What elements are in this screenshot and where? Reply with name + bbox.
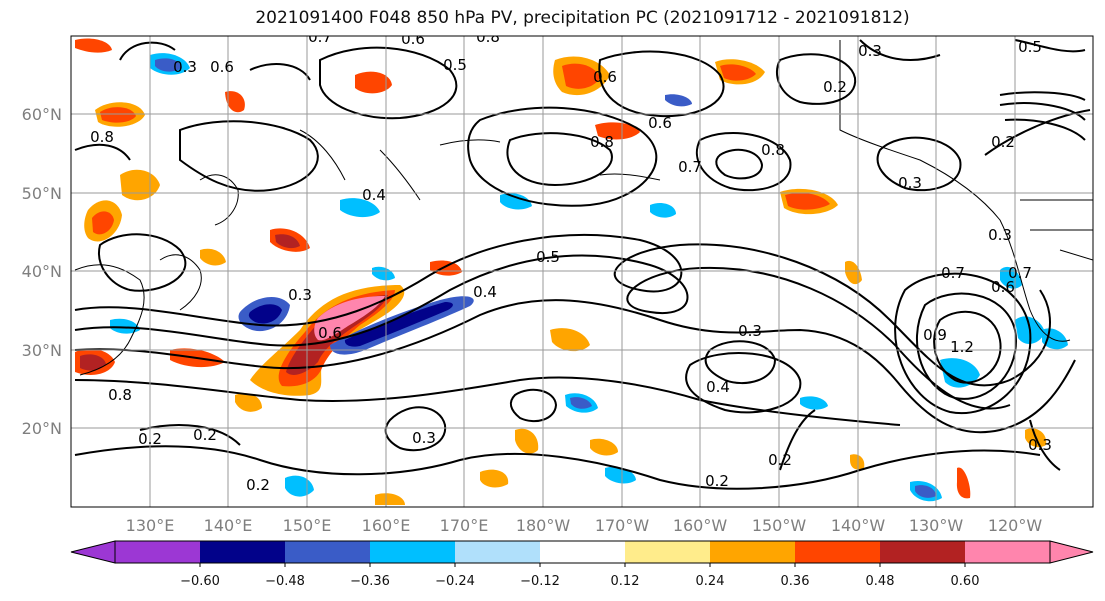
- contour-label: 0.8: [590, 133, 614, 151]
- contour-label: 0.5: [536, 248, 560, 266]
- lat-label: 40°N: [22, 262, 62, 281]
- colorbar-tick-label: 0.36: [781, 574, 810, 589]
- contour-label: 0.6: [318, 324, 342, 342]
- lon-label: 150°W: [752, 516, 807, 535]
- colorbar-tick-label: 0.48: [866, 574, 895, 589]
- contour-label: 0.2: [768, 451, 792, 469]
- contour-label: 0.7: [941, 264, 965, 282]
- colorbar-extend-min: [70, 540, 116, 564]
- contour-label: 0.8: [476, 28, 500, 46]
- colorbar-tick-label: −0.36: [350, 574, 390, 589]
- colorbar-segment: [625, 541, 711, 563]
- lon-label: 170°W: [595, 516, 650, 535]
- coastlines: [74, 40, 1093, 376]
- contour-label: 0.2: [823, 78, 847, 96]
- colorbar-segment: [285, 541, 371, 563]
- colorbar-tick-label: 0.24: [696, 574, 725, 589]
- colorbar: −0.60 −0.48 −0.36 −0.24 −0.12 0.12 0.24 0.36 0.4…: [70, 540, 1094, 589]
- colorbar-segment: [455, 541, 541, 563]
- contour-label: 0.7: [678, 158, 702, 176]
- colorbar-segment: [200, 541, 286, 563]
- contour-label: 0.3: [858, 42, 882, 60]
- contour-label: 0.6: [593, 68, 617, 86]
- chart-title: 2021091400 F048 850 hPa PV, precipitatio…: [255, 8, 910, 28]
- pv-contours: [74, 39, 1091, 490]
- contour-label: 0.3: [898, 174, 922, 192]
- contour-label: 0.6: [210, 58, 234, 76]
- contour-label: 0.4: [362, 186, 386, 204]
- colorbar-tick-label: 0.12: [611, 574, 640, 589]
- colorbar-tick-label: −0.60: [180, 574, 220, 589]
- lon-label: 140°W: [831, 516, 886, 535]
- colorbar-tick-label: −0.48: [265, 574, 305, 589]
- contour-label: 1.2: [950, 338, 974, 356]
- lon-label: 170°E: [440, 516, 489, 535]
- contour-label: 0.7: [1008, 264, 1032, 282]
- colorbar-segment: [965, 541, 1051, 563]
- contour-label: 0.6: [401, 30, 425, 48]
- contour-label: 0.2: [138, 430, 162, 448]
- colorbar-segment: [540, 541, 626, 563]
- colorbar-tick-label: −0.12: [520, 574, 560, 589]
- lon-label: 150°E: [283, 516, 332, 535]
- contour-label: 0.2: [246, 476, 270, 494]
- colorbar-segment: [115, 541, 201, 563]
- lat-label: 50°N: [22, 184, 62, 203]
- contour-label: 0.3: [738, 322, 762, 340]
- contour-label: 0.5: [443, 56, 467, 74]
- contour-label: 0.3: [1028, 436, 1052, 454]
- contour-label: 0.3: [412, 429, 436, 447]
- colorbar-segment: [880, 541, 966, 563]
- gridlines: [71, 36, 1093, 507]
- colorbar-segment: [795, 541, 881, 563]
- longitude-labels: 130°E 140°E 150°E 160°E 170°E 180°W 170°W 160°W…: [126, 516, 1043, 535]
- lat-label: 30°N: [22, 341, 62, 360]
- contour-label: 0.4: [706, 378, 730, 396]
- lat-label: 60°N: [22, 105, 62, 124]
- latitude-labels: 60°N 50°N 40°N 30°N 20°N: [22, 105, 62, 438]
- contour-label: 0.8: [761, 141, 785, 159]
- contour-label: 0.3: [288, 286, 312, 304]
- contour-label: 0.6: [648, 114, 672, 132]
- lat-label: 20°N: [22, 419, 62, 438]
- lon-label: 160°W: [673, 516, 728, 535]
- contour-labels: 0.80.60.7 0.80.50.60.30.60.20.3 0.50.40.20…: [90, 28, 1052, 494]
- contour-label: 0.8: [90, 128, 114, 146]
- contour-label: 0.3: [173, 58, 197, 76]
- contour-label: 0.7: [308, 28, 332, 46]
- lon-label: 130°E: [126, 516, 175, 535]
- contour-label: 0.2: [705, 472, 729, 490]
- contour-label: 0.8: [108, 386, 132, 404]
- colorbar-segment: [710, 541, 796, 563]
- colorbar-tick-label: 0.60: [951, 574, 980, 589]
- colorbar-extend-max: [1049, 540, 1094, 564]
- colorbar-tick-label: −0.24: [435, 574, 475, 589]
- contour-label: 0.2: [991, 133, 1015, 151]
- contour-label: 0.6: [991, 278, 1015, 296]
- lon-label: 180°W: [516, 516, 571, 535]
- contour-label: 0.9: [923, 326, 947, 344]
- contour-label: 0.5: [1018, 38, 1042, 56]
- contour-label: 0.2: [193, 426, 217, 444]
- lon-label: 130°W: [909, 516, 964, 535]
- map-frame: [70, 35, 1094, 508]
- colorbar-frame: [114, 540, 1051, 564]
- lon-label: 140°E: [204, 516, 253, 535]
- contour-label: 0.3: [988, 226, 1012, 244]
- contour-label: 0.4: [473, 283, 497, 301]
- lon-label: 120°W: [988, 516, 1043, 535]
- colorbar-segment: [370, 541, 456, 563]
- lon-label: 160°E: [362, 516, 411, 535]
